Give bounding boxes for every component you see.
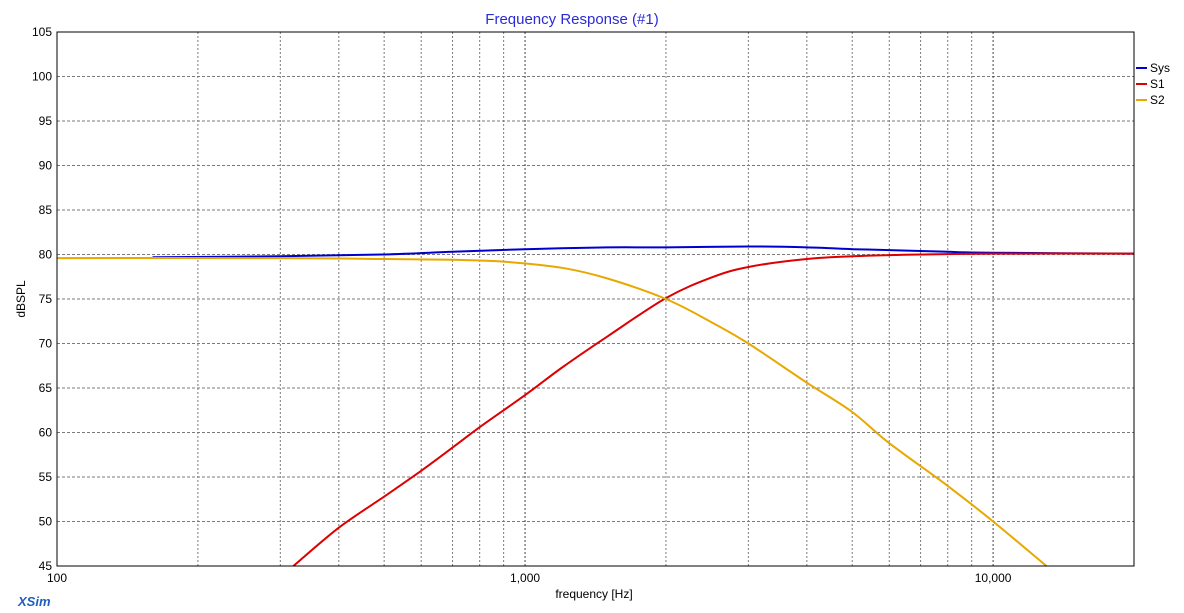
legend-label-s2: S2 — [1150, 93, 1165, 107]
legend: Sys S1 S2 — [1136, 61, 1170, 107]
y-tick-labels: 105 100 95 90 85 80 75 70 65 60 55 50 45 — [32, 25, 52, 573]
y-tick-label: 75 — [39, 292, 53, 306]
y-tick-label: 50 — [39, 515, 53, 529]
y-tick-label: 65 — [39, 381, 53, 395]
y-tick-label: 100 — [32, 70, 52, 84]
series-line-s1 — [292, 252, 1135, 567]
y-tick-label: 90 — [39, 159, 53, 173]
y-axis-label: dBSPL — [14, 280, 28, 318]
x-tick-label: 10,000 — [975, 571, 1012, 585]
y-tick-label: 105 — [32, 25, 52, 39]
xsim-brand-label: XSim — [17, 594, 51, 609]
legend-label-sys: Sys — [1150, 61, 1170, 75]
y-tick-label: 45 — [39, 559, 53, 573]
x-tick-labels: 100 1,000 10,000 — [47, 571, 1012, 585]
y-tick-label: 60 — [39, 426, 53, 440]
chart-title: Frequency Response (#1) — [485, 11, 658, 28]
y-tick-label: 55 — [39, 470, 53, 484]
legend-label-s1: S1 — [1150, 77, 1165, 91]
x-tick-label: 100 — [47, 571, 67, 585]
plot-frame — [56, 31, 1135, 567]
y-tick-label: 95 — [39, 114, 53, 128]
x-tick-label: 1,000 — [510, 571, 540, 585]
y-tick-label: 85 — [39, 203, 53, 217]
series-line-sys — [152, 245, 1135, 259]
y-tick-label: 80 — [39, 248, 53, 262]
y-tick-label: 70 — [39, 337, 53, 351]
x-axis-label: frequency [Hz] — [555, 587, 632, 601]
series-line-s2 — [56, 257, 1048, 567]
series-lines — [56, 245, 1135, 567]
